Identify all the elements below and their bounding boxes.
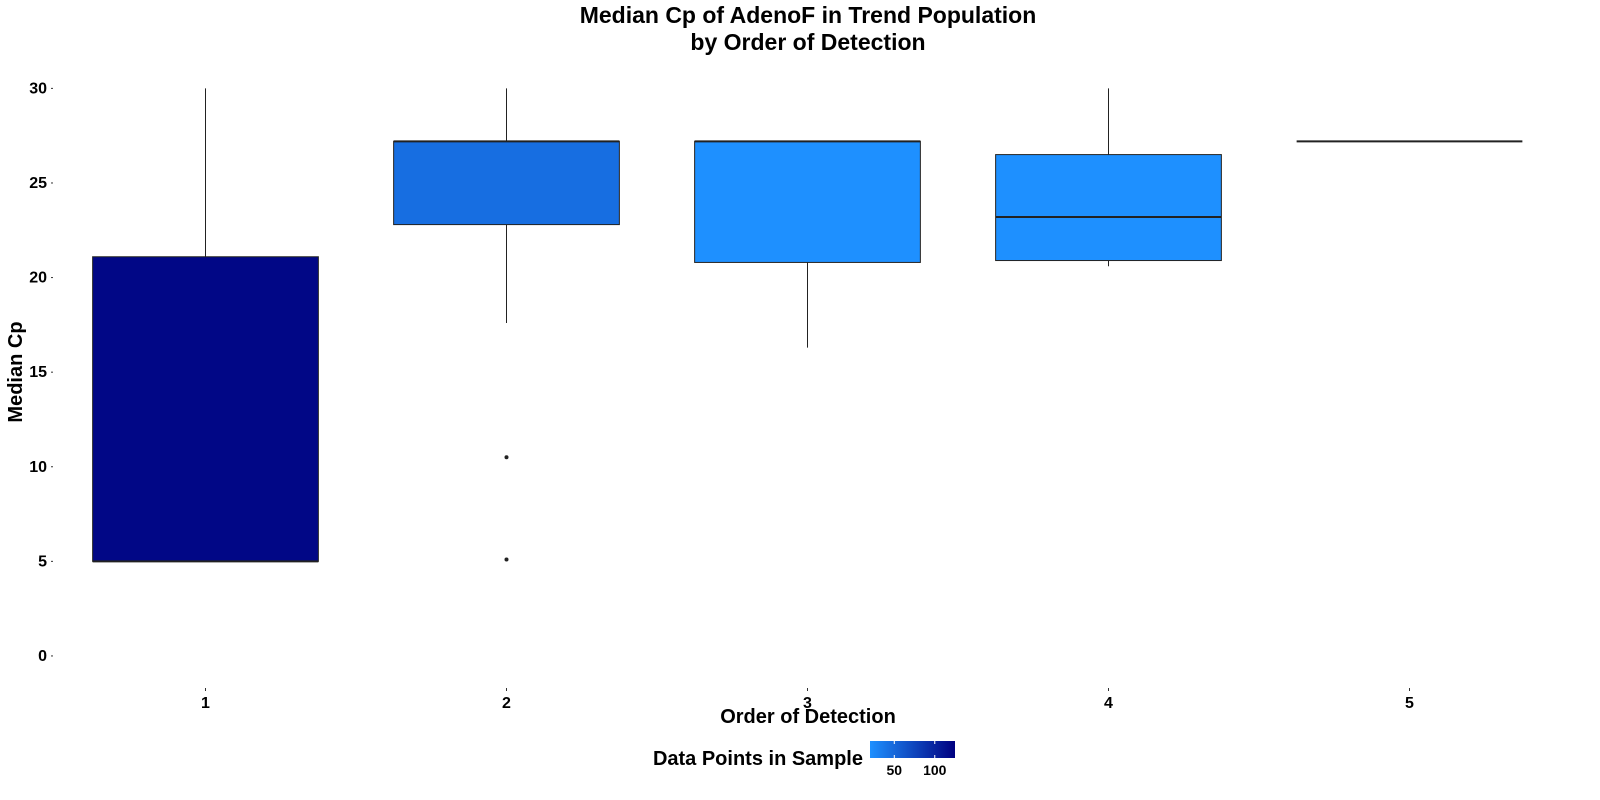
legend: Data Points in Sample 50 100: [653, 741, 955, 778]
box-rect: [393, 140, 620, 226]
box-rect: [92, 256, 319, 562]
y-axis-title: Median Cp: [5, 321, 27, 422]
x-tick-label: 3: [803, 695, 812, 712]
y-axis: 0 5 10 15 20 25 30: [29, 80, 53, 665]
y-tick-label: 15: [29, 364, 47, 381]
box-group-1: [92, 88, 319, 563]
y-tick-label: 30: [29, 80, 47, 97]
outlier-point: [504, 455, 509, 460]
legend-ticks: 50 100: [886, 741, 947, 778]
box-group-3: [694, 140, 921, 348]
y-tick-label: 0: [38, 648, 47, 665]
chart-title-line2: by Order of Detection: [690, 29, 925, 55]
x-tick-label: 1: [201, 695, 210, 712]
x-tick-label: 5: [1405, 695, 1414, 712]
x-tick-label: 2: [502, 695, 511, 712]
legend-tick-label: 100: [923, 762, 947, 778]
box-layer: [92, 88, 1523, 563]
chart-title-line1: Median Cp of AdenoF in Trend Population: [580, 2, 1037, 28]
box-rect: [694, 140, 921, 263]
x-axis: 1 2 3 4 5: [201, 688, 1414, 712]
y-tick-label: 5: [38, 553, 47, 570]
y-tick-label: 10: [29, 459, 47, 476]
legend-colorbar: [870, 741, 955, 758]
x-tick-label: 4: [1104, 695, 1113, 712]
y-tick-label: 25: [29, 175, 47, 192]
outlier-point: [504, 557, 509, 562]
box-group-2: [393, 88, 620, 562]
y-tick-label: 20: [29, 270, 47, 287]
x-axis-title: Order of Detection: [720, 706, 896, 728]
legend-title: Data Points in Sample: [653, 748, 863, 770]
box-rect: [995, 154, 1222, 262]
box-group-4: [995, 88, 1222, 267]
legend-tick-label: 50: [886, 762, 902, 778]
